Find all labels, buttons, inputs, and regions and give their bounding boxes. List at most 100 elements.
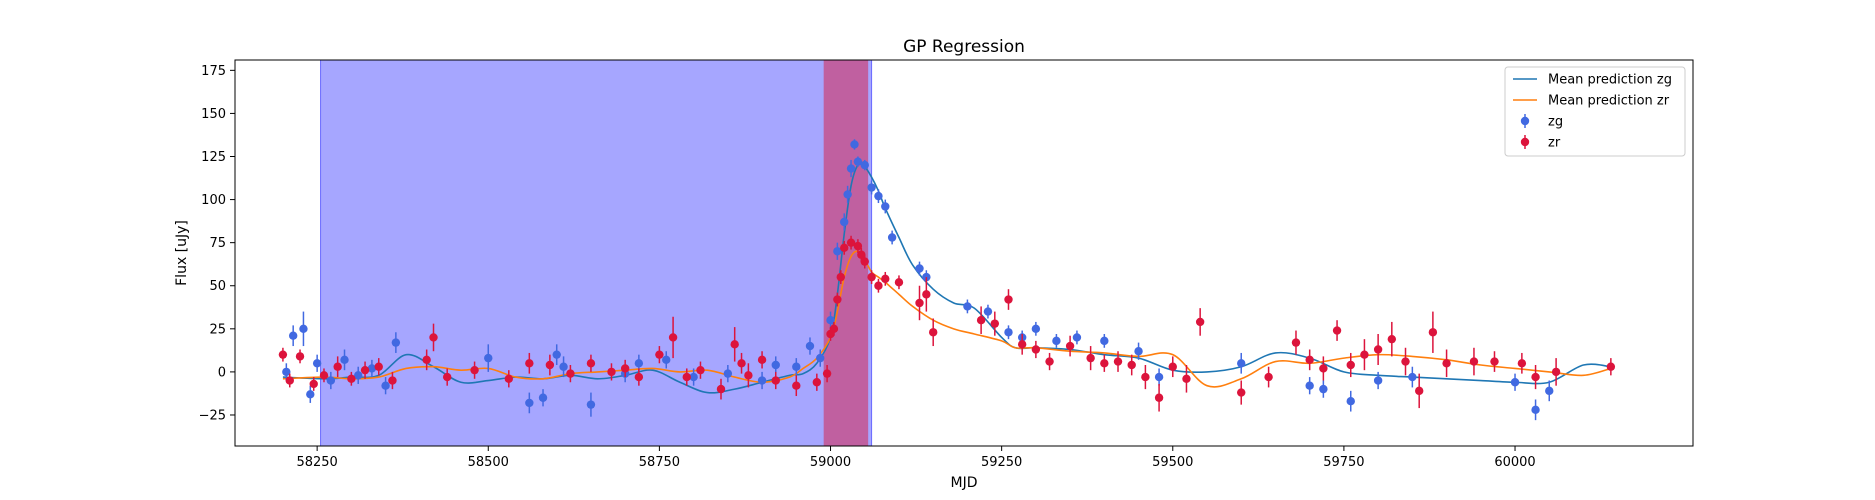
marker xyxy=(347,374,356,383)
point-zr xyxy=(285,373,294,388)
point-zr xyxy=(716,378,726,400)
point-zr xyxy=(422,349,431,371)
point-zg xyxy=(1237,352,1246,374)
marker xyxy=(1373,345,1383,354)
point-zr xyxy=(1031,340,1041,359)
marker xyxy=(716,384,726,394)
legend-swatch xyxy=(1520,137,1530,147)
point-zr xyxy=(347,371,356,386)
point-zr xyxy=(1168,356,1177,378)
point-zg xyxy=(525,392,534,414)
point-zg xyxy=(391,332,401,353)
point-zg xyxy=(771,356,780,374)
marker xyxy=(983,307,993,316)
marker xyxy=(391,338,401,347)
y-tick-label: 175 xyxy=(201,64,226,79)
legend-item: Mean prediction zg xyxy=(1513,73,1672,88)
point-zr xyxy=(1004,289,1013,310)
point-zr xyxy=(429,323,438,352)
point-zg xyxy=(860,159,869,171)
point-zr xyxy=(1100,354,1109,372)
marker xyxy=(1017,340,1027,349)
marker xyxy=(634,372,644,382)
legend-label: Mean prediction zg xyxy=(1548,73,1672,88)
marker xyxy=(850,140,859,149)
marker xyxy=(857,250,866,259)
marker xyxy=(1346,396,1355,406)
marker xyxy=(367,364,377,373)
marker xyxy=(1134,347,1143,356)
point-zr xyxy=(1045,352,1054,371)
marker xyxy=(278,350,288,359)
marker xyxy=(1264,372,1273,382)
point-zg xyxy=(1510,373,1520,391)
point-zg xyxy=(326,371,336,390)
marker xyxy=(1291,338,1301,347)
marker xyxy=(1004,295,1013,304)
marker xyxy=(442,372,452,382)
point-zr xyxy=(1414,373,1424,409)
shaded-region xyxy=(320,60,873,446)
point-zg xyxy=(312,354,322,372)
point-zr xyxy=(360,361,370,379)
marker xyxy=(771,376,780,385)
marker xyxy=(867,183,876,192)
point-zr xyxy=(470,361,479,379)
legend-label: zg xyxy=(1548,115,1563,130)
point-zr xyxy=(1531,365,1540,390)
point-zg xyxy=(853,156,863,167)
point-zg xyxy=(833,242,842,260)
point-zg xyxy=(662,351,671,369)
marker xyxy=(757,355,767,365)
point-zr xyxy=(833,292,842,307)
point-zg xyxy=(1052,333,1061,348)
point-zr xyxy=(1017,333,1027,355)
marker xyxy=(822,369,832,378)
point-zr xyxy=(853,239,863,253)
marker xyxy=(1154,372,1164,382)
marker xyxy=(586,359,596,368)
point-zr xyxy=(1469,347,1479,376)
legend-item: zr xyxy=(1520,135,1561,151)
point-zr xyxy=(730,327,739,362)
point-zr xyxy=(1086,346,1095,371)
point-zr xyxy=(309,377,318,391)
marker xyxy=(860,257,869,266)
marker xyxy=(1086,353,1095,363)
point-zg xyxy=(1346,390,1355,412)
marker xyxy=(1237,388,1246,397)
point-zr xyxy=(1490,351,1499,372)
point-zg xyxy=(559,356,568,378)
marker xyxy=(282,367,291,377)
point-zg xyxy=(1408,366,1417,388)
marker xyxy=(1373,376,1383,385)
point-zr xyxy=(696,361,705,379)
marker xyxy=(833,247,842,256)
point-zg xyxy=(1305,377,1314,395)
point-zg xyxy=(983,304,993,319)
point-zr xyxy=(829,321,839,336)
y-tick-label: 50 xyxy=(209,279,226,294)
point-zg xyxy=(299,311,308,347)
legend-label: zr xyxy=(1548,136,1561,151)
marker xyxy=(1531,405,1540,415)
y-tick-label: −25 xyxy=(199,408,226,423)
marker xyxy=(853,241,863,251)
marker xyxy=(922,290,931,299)
marker xyxy=(915,264,924,273)
point-zg xyxy=(757,371,767,390)
marker xyxy=(915,298,924,308)
marker xyxy=(1237,359,1246,368)
marker xyxy=(285,376,294,385)
marker xyxy=(586,400,596,409)
marker xyxy=(990,319,1000,328)
marker xyxy=(607,367,616,377)
marker xyxy=(867,272,876,282)
marker xyxy=(1531,372,1540,382)
marker xyxy=(1414,386,1424,396)
x-tick-label: 59500 xyxy=(1152,455,1193,470)
point-zg xyxy=(915,261,924,276)
marker xyxy=(1469,357,1479,366)
marker xyxy=(1045,357,1054,366)
